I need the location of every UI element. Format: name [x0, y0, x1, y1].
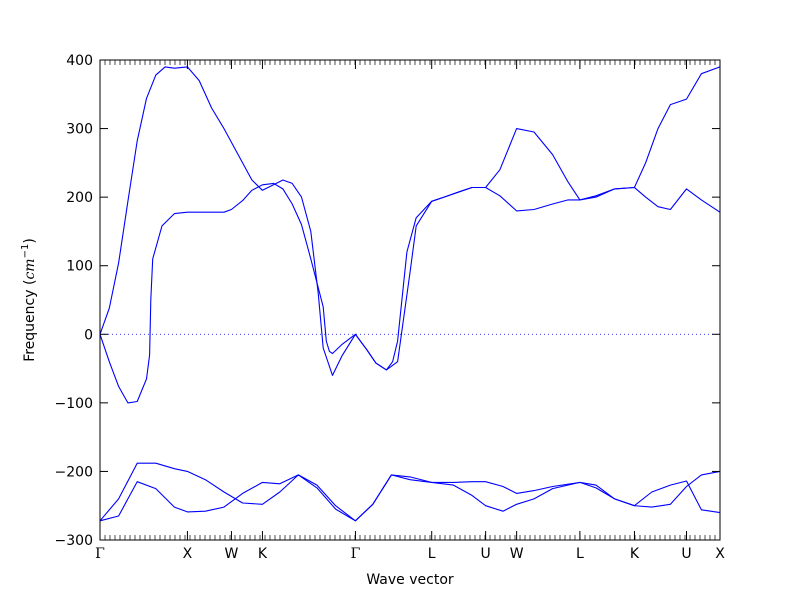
x-tick-label: Γ: [351, 546, 361, 562]
plot-frame: [99, 59, 721, 541]
band-line-2: [99, 182, 721, 404]
band-line-3: [99, 470, 721, 522]
y-tick-label: 0: [84, 327, 93, 343]
series-group: [99, 66, 721, 522]
y-axis-label-unit: cm: [22, 258, 38, 279]
x-tick-label: U: [481, 546, 491, 562]
y-tick-label: 300: [66, 122, 93, 138]
x-tick-label: L: [428, 546, 436, 562]
y-axis-label: Frequency (cm−1): [20, 238, 38, 362]
x-tick-label: L: [576, 546, 584, 562]
minor-ticks: [99, 60, 721, 540]
y-axis-label-exponent: −1: [20, 244, 31, 259]
x-tick-label: U: [681, 546, 691, 562]
x-tick-label: X: [183, 546, 193, 562]
y-tick-label: −300: [55, 533, 93, 549]
y-axis-label-main: Frequency (: [22, 280, 38, 362]
plot-area: −300 −200 −100 0 100 200 300 400 Γ X W K Γ L U W L K U X: [55, 53, 726, 562]
y-axis-ticks: −300 −200 −100 0 100 200 300 400: [55, 53, 720, 549]
band-line-4: [99, 462, 721, 522]
x-tick-label: W: [225, 546, 239, 562]
x-tick-label: W: [510, 546, 524, 562]
y-axis-label-close: ): [22, 238, 38, 243]
band-line-1: [99, 66, 721, 376]
y-tick-label: 200: [66, 190, 93, 206]
y-tick-label: −100: [55, 396, 93, 412]
x-tick-label: Γ: [95, 546, 105, 562]
x-axis-label: Wave vector: [366, 572, 454, 588]
y-tick-label: 400: [66, 53, 93, 69]
y-tick-label: 100: [66, 259, 93, 275]
y-tick-label: −200: [55, 464, 93, 480]
x-tick-label: K: [630, 546, 640, 562]
x-tick-label: K: [258, 546, 268, 562]
x-tick-label: X: [715, 546, 725, 562]
